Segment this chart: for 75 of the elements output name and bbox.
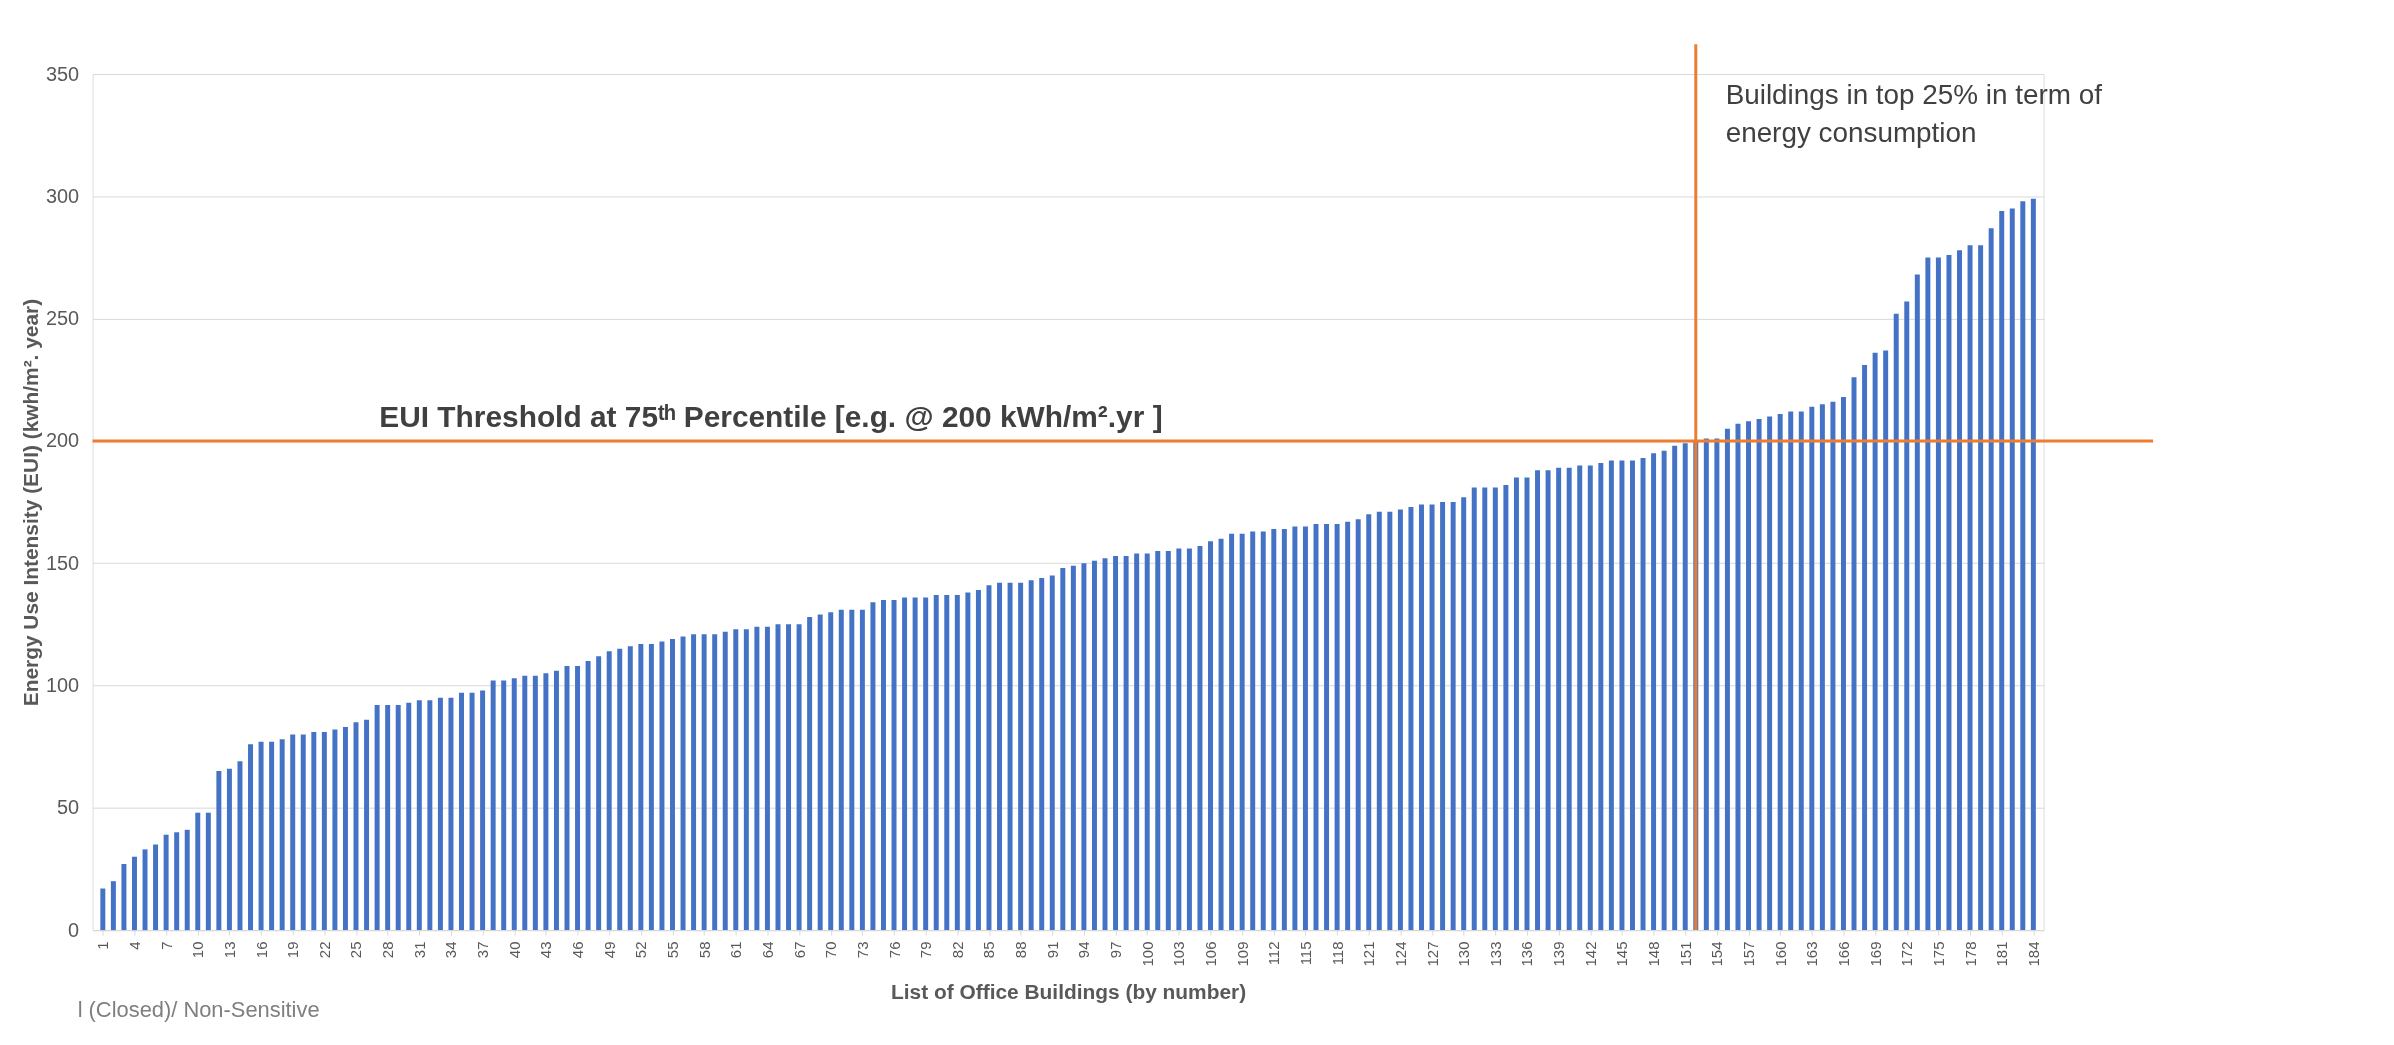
x-tick-label: 7 (157, 941, 175, 950)
x-tick-label: 112 (1265, 941, 1283, 966)
x-tick-label: 115 (1296, 941, 1314, 966)
x-tick-label: 133 (1486, 941, 1504, 967)
x-tick-label: 76 (885, 941, 903, 959)
x-tick-label: 142 (1581, 941, 1599, 967)
x-tick-label: 160 (1771, 941, 1789, 967)
x-tick-label: 145 (1613, 941, 1631, 967)
x-tick-label: 157 (1740, 941, 1757, 967)
x-tick-label: 85 (980, 941, 998, 959)
x-tick-label: 70 (822, 941, 840, 959)
x-tick-label: 97 (1107, 941, 1125, 959)
x-tick-label: 82 (948, 941, 966, 959)
y-tick-label: 200 (45, 429, 80, 452)
y-tick-label: 250 (45, 307, 80, 330)
x-tick-label: 103 (1170, 941, 1188, 967)
x-tick-label: 43 (537, 941, 555, 959)
x-tick-label: 1 (94, 941, 112, 950)
y-tick-label: 0 (68, 918, 80, 941)
y-tick-label: 150 (45, 551, 80, 574)
x-tick-label: 10 (189, 941, 207, 959)
x-tick-label: 118 (1328, 941, 1346, 966)
x-tick-label: 148 (1645, 941, 1663, 967)
x-tick-label: 130 (1455, 941, 1473, 967)
x-tick-label: 175 (1929, 941, 1947, 967)
ref-line-label: Buildings in top 25% in term of energy consumption (1725, 78, 2103, 148)
y-tick-label: 100 (45, 673, 80, 696)
x-tick-label: 49 (600, 941, 618, 959)
x-tick-label: 67 (790, 941, 808, 959)
x-tick-label: 178 (1961, 941, 1979, 967)
x-tick-label: 61 (727, 941, 745, 959)
x-tick-label: 94 (1075, 941, 1093, 959)
x-tick-label: 106 (1201, 941, 1219, 967)
x-tick-label: 136 (1518, 941, 1536, 967)
x-tick-label: 40 (505, 941, 523, 959)
x-tick-label: 151 (1676, 941, 1694, 967)
x-tick-label: 31 (410, 941, 428, 959)
y-tick-label: 300 (45, 184, 80, 207)
y-tick-label: 350 (45, 62, 80, 85)
x-tick-label: 46 (569, 941, 587, 959)
x-tick-label: 37 (474, 941, 492, 959)
y-axis-title: Energy Use Intensity (EUI) (kwh/m². year) (18, 298, 42, 707)
x-tick-label: 28 (379, 941, 397, 959)
x-tick-label: 100 (1138, 941, 1156, 967)
x-axis-title: List of Office Buildings (by number) (891, 980, 1247, 1004)
x-tick-label: 88 (1012, 941, 1030, 959)
x-tick-label: 55 (663, 941, 681, 959)
y-tick-label: 50 (57, 796, 80, 819)
x-tick-label: 127 (1423, 941, 1441, 967)
x-tick-label: 124 (1391, 941, 1409, 967)
x-tick-label: 163 (1803, 941, 1821, 967)
x-tick-label: 109 (1233, 941, 1251, 967)
x-tick-label: 172 (1898, 941, 1916, 967)
x-tick-label: 166 (1834, 941, 1852, 967)
x-tick-label: 169 (1866, 941, 1884, 967)
text: l (Closed)/ Non-Sensitive (77, 996, 320, 1022)
x-tick-label: 121 (1360, 941, 1378, 967)
x-tick-label: 13 (220, 941, 238, 959)
x-tick-label: 22 (315, 941, 333, 959)
x-tick-label: 73 (853, 941, 871, 959)
x-tick-label: 79 (917, 941, 935, 959)
x-tick-label: 25 (347, 941, 365, 959)
x-tick-label: 139 (1550, 941, 1568, 967)
x-tick-label: 91 (1043, 941, 1061, 959)
x-tick-label: 34 (442, 941, 460, 959)
x-tick-label: 4 (125, 941, 143, 950)
x-tick-label: 64 (758, 941, 776, 959)
x-tick-label: 19 (284, 941, 302, 959)
ref-line-label: EUI Threshold at 75ᵗʰ Percentile [e.g. @ 200 kWh/m².yr ] (379, 399, 1163, 433)
x-tick-label: 181 (1993, 941, 2011, 967)
x-tick-label: 52 (632, 941, 650, 959)
x-tick-label: 184 (2024, 941, 2042, 967)
x-tick-label: 154 (1708, 941, 1726, 967)
x-tick-label: 16 (252, 941, 270, 959)
x-tick-label: 58 (695, 941, 713, 959)
